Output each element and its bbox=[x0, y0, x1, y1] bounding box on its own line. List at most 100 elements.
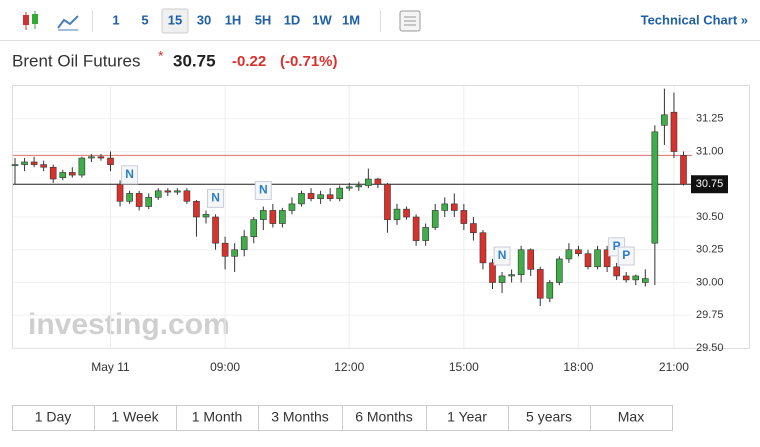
interval-button[interactable]: 1H bbox=[225, 12, 242, 27]
candle-body bbox=[470, 223, 477, 234]
candle-body bbox=[154, 190, 162, 198]
range-button[interactable]: 1 Day bbox=[35, 409, 72, 425]
candle-body bbox=[317, 194, 324, 199]
candle-body bbox=[661, 114, 668, 126]
interval-button[interactable]: 15 bbox=[168, 12, 182, 27]
candle-body bbox=[174, 190, 181, 193]
candle-body bbox=[97, 156, 105, 159]
candle-body bbox=[240, 236, 248, 251]
candle-body bbox=[431, 210, 439, 228]
event-label[interactable]: N bbox=[211, 191, 220, 205]
candle-body bbox=[508, 274, 515, 277]
candle-body bbox=[575, 249, 582, 254]
range-button-frame[interactable] bbox=[12, 405, 95, 431]
x-tick-label: 21:00 bbox=[659, 360, 689, 374]
range-button[interactable]: 1 Week bbox=[111, 409, 159, 425]
candle-body bbox=[584, 253, 592, 268]
candle-body bbox=[126, 193, 133, 202]
candle-body bbox=[183, 190, 191, 202]
event-label[interactable]: P bbox=[613, 239, 621, 253]
x-tick-label: 09:00 bbox=[210, 360, 240, 374]
event-label[interactable]: P bbox=[622, 248, 630, 262]
event-label[interactable]: N bbox=[259, 183, 268, 197]
candle-body bbox=[145, 197, 152, 207]
candle-body bbox=[489, 262, 496, 283]
candle-body bbox=[288, 203, 296, 211]
range-button[interactable]: Max bbox=[618, 409, 644, 425]
candle-body bbox=[384, 183, 391, 220]
candle-body bbox=[250, 219, 258, 237]
interval-button[interactable]: 30 bbox=[197, 12, 211, 27]
candle-body bbox=[298, 193, 305, 205]
candle-body bbox=[412, 216, 420, 241]
candle-body bbox=[11, 164, 19, 166]
technical-chart-link[interactable]: Technical Chart » bbox=[641, 12, 748, 27]
range-button-frame[interactable] bbox=[508, 405, 591, 431]
candle-body bbox=[374, 178, 382, 185]
candle-body bbox=[450, 203, 458, 211]
y-tick-label: 30.50 bbox=[696, 211, 724, 223]
candle-body bbox=[30, 161, 38, 165]
candle-body bbox=[21, 161, 28, 165]
watermark: investing.com bbox=[28, 308, 230, 341]
candle-body bbox=[345, 186, 353, 189]
event-marker[interactable] bbox=[254, 181, 272, 201]
range-button-frame[interactable] bbox=[342, 405, 427, 431]
candle-body bbox=[49, 166, 57, 180]
calendar-icon[interactable] bbox=[399, 10, 421, 32]
range-button[interactable]: 1 Month bbox=[192, 409, 243, 425]
range-button[interactable]: 6 Months bbox=[355, 409, 413, 425]
y-tick-label: 29.50 bbox=[696, 342, 724, 354]
candle-body bbox=[422, 227, 429, 241]
x-tick-label: 18:00 bbox=[563, 360, 593, 374]
line-icon[interactable] bbox=[57, 15, 79, 31]
range-button[interactable]: 3 Months bbox=[271, 409, 329, 425]
y-tick-label: 30.00 bbox=[696, 276, 724, 288]
price-change: -0.22 bbox=[232, 53, 266, 70]
candle-body bbox=[78, 157, 86, 176]
range-button[interactable]: 5 years bbox=[526, 409, 572, 425]
candle-body bbox=[479, 232, 487, 264]
candle-body bbox=[135, 193, 143, 207]
candle-body bbox=[221, 242, 229, 257]
candle-body bbox=[365, 178, 372, 186]
y-tick-label: 31.25 bbox=[696, 113, 724, 125]
candle-body bbox=[603, 249, 611, 268]
event-label[interactable]: N bbox=[498, 248, 507, 262]
interval-button[interactable]: 1 bbox=[112, 12, 119, 27]
candle-body bbox=[269, 210, 277, 224]
candle-body bbox=[680, 155, 687, 185]
y-tick-label: 31.00 bbox=[696, 145, 724, 157]
candle-body bbox=[651, 131, 659, 244]
candle-body bbox=[59, 172, 67, 179]
candle-body bbox=[393, 208, 401, 220]
event-marker[interactable] bbox=[493, 246, 511, 266]
event-marker[interactable] bbox=[207, 188, 225, 208]
event-label[interactable]: N bbox=[125, 167, 134, 181]
x-tick-label: 12:00 bbox=[334, 360, 364, 374]
event-marker[interactable] bbox=[617, 246, 635, 266]
candle-body bbox=[336, 187, 344, 199]
candle-icon[interactable] bbox=[23, 11, 38, 30]
candle-body bbox=[164, 190, 172, 193]
event-marker[interactable] bbox=[121, 165, 139, 185]
candle-body bbox=[307, 193, 315, 199]
delay-marker: * bbox=[158, 48, 164, 64]
price-change-percent: (-0.71%) bbox=[280, 53, 338, 70]
interval-button[interactable]: 5 bbox=[141, 12, 148, 27]
candle-body bbox=[40, 164, 47, 168]
range-button[interactable]: 1 Year bbox=[447, 409, 487, 425]
last-price-label: 30.75 bbox=[696, 178, 724, 190]
candle-body bbox=[622, 275, 630, 281]
candle-body bbox=[460, 210, 468, 224]
interval-button[interactable]: 1M bbox=[342, 12, 360, 27]
last-price-box bbox=[691, 175, 728, 194]
x-tick-label: May 11 bbox=[91, 360, 130, 374]
interval-button[interactable]: 1D bbox=[284, 12, 301, 27]
interval-button[interactable]: 5H bbox=[255, 12, 272, 27]
range-button-frame[interactable] bbox=[94, 405, 177, 431]
range-button-frame[interactable] bbox=[590, 405, 673, 431]
candle-body bbox=[212, 216, 219, 244]
interval-button[interactable]: 1W bbox=[312, 12, 332, 27]
